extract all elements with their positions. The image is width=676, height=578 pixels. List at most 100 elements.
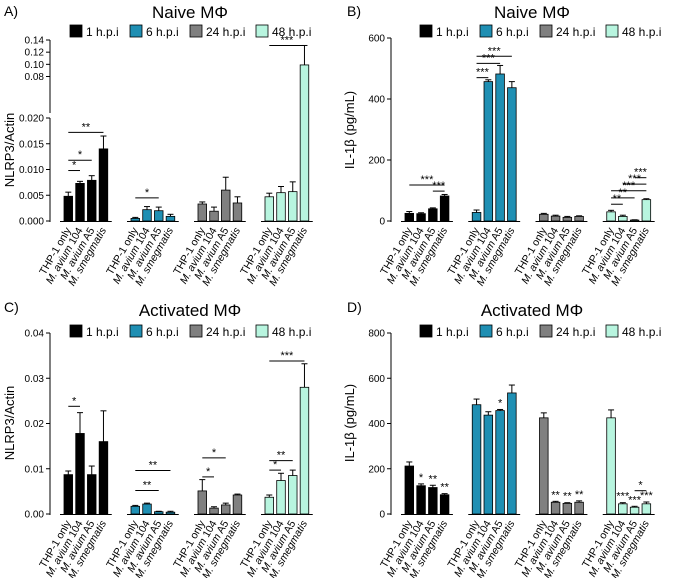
- y-tick-label: 0.00: [25, 510, 45, 521]
- panel-label: A): [4, 3, 18, 19]
- bar: [574, 501, 584, 515]
- significance-label: *: [206, 466, 211, 478]
- bar: [63, 195, 73, 222]
- significance-label: ***: [634, 167, 648, 179]
- bar-significance-label: *: [419, 472, 424, 484]
- bar: [562, 502, 573, 515]
- significance-label: **: [149, 460, 158, 472]
- chart-title: Naive MΦ: [152, 3, 228, 22]
- bar: [428, 487, 438, 515]
- bar-significance-label: **: [429, 473, 438, 485]
- significance-label: ***: [421, 174, 435, 186]
- bar: [404, 212, 415, 222]
- panel-label: C): [4, 299, 19, 315]
- y-tick-label: 400: [368, 95, 385, 106]
- significance-label: *: [78, 149, 83, 161]
- bar: [416, 213, 426, 222]
- y-tick-label: 0.01: [25, 464, 45, 475]
- bar: [574, 216, 584, 222]
- y-tick-label: 0: [379, 217, 385, 228]
- bar: [562, 216, 573, 222]
- bar: [483, 81, 494, 222]
- bar: [142, 503, 152, 515]
- y-tick-label: 600: [368, 374, 385, 385]
- legend-swatch: [69, 24, 83, 38]
- bar: [87, 179, 97, 222]
- significance-label: ***: [482, 52, 496, 64]
- legend-swatch: [189, 324, 203, 338]
- significance-label: *: [212, 447, 217, 459]
- y-tick-label: 0.010: [19, 165, 44, 176]
- bar: [197, 490, 207, 515]
- bar: [618, 216, 628, 222]
- bar: [63, 474, 73, 515]
- bar: [439, 494, 450, 515]
- bar: [142, 209, 152, 222]
- legend-entry: 6 h.p.i: [146, 325, 179, 339]
- y-axis-label: NLRP3/Actin: [2, 386, 17, 460]
- significance-label: *: [72, 160, 77, 172]
- y-axis-label: NLRP3/Actin: [2, 113, 17, 187]
- y-tick-label: 0.04: [25, 329, 45, 340]
- legend-swatch: [539, 24, 553, 38]
- bar: [439, 195, 450, 222]
- chart-panel-3: Activated MΦ C) NLRP3/Actin 1 h.p.i 6 h.p.i 2…: [2, 299, 313, 578]
- legend-swatch: [605, 324, 619, 338]
- chart-panel-4: Activated MΦ D) IL-1β (pg/mL) 1 h.p.i 6 h.p.…: [342, 299, 661, 578]
- significance-label: *: [273, 459, 278, 471]
- y-tick-label: 200: [368, 156, 385, 167]
- legend-entry: 48 h.p.i: [272, 325, 311, 339]
- legend-entry: 6 h.p.i: [496, 25, 529, 39]
- significance-label: ***: [432, 180, 446, 192]
- bar-significance-label: ***: [628, 494, 642, 506]
- y-tick-label: 800: [368, 329, 385, 340]
- bar: [550, 215, 561, 222]
- bar: [416, 485, 426, 515]
- legend-swatch: [479, 324, 493, 338]
- bar: [495, 73, 505, 222]
- bar: [483, 414, 494, 515]
- bar: [197, 203, 207, 222]
- bar: [618, 503, 628, 515]
- legend-swatch: [129, 24, 143, 38]
- y-tick-label: 0.10: [25, 60, 45, 71]
- bar-significance-label: ***: [640, 490, 654, 502]
- bar: [221, 189, 231, 222]
- legend-entry: 48 h.p.i: [622, 325, 661, 339]
- legend-entry: 24 h.p.i: [206, 325, 245, 339]
- bar: [264, 196, 274, 222]
- legend-swatch: [419, 324, 433, 338]
- bar: [154, 511, 164, 515]
- y-tick-label: 0.14: [25, 36, 45, 47]
- y-tick-label: 0: [379, 510, 385, 521]
- chart-title: Naive MΦ: [494, 3, 570, 22]
- bar: [232, 202, 243, 222]
- legend-swatch: [69, 324, 83, 338]
- legend-entry: 24 h.p.i: [556, 325, 595, 339]
- legend-entry: 1 h.p.i: [436, 325, 469, 339]
- legend-swatch: [129, 324, 143, 338]
- bar: [299, 64, 310, 222]
- significance-label: ***: [628, 173, 642, 185]
- bar: [404, 465, 415, 515]
- legend-entry: 1 h.p.i: [86, 25, 119, 39]
- significance-label: *: [145, 187, 150, 199]
- chart-panel-1: Naive MΦ A) NLRP3/Actin 1 h.p.i 6 h.p.i 24 h.…: [2, 3, 313, 288]
- significance-label: **: [277, 450, 286, 462]
- y-tick-label: 0.08: [25, 72, 45, 83]
- significance-label: *: [638, 480, 643, 492]
- bar: [276, 480, 286, 515]
- y-tick-label: 0.005: [19, 191, 44, 202]
- legend-swatch: [419, 24, 433, 38]
- bar: [495, 410, 505, 515]
- bar: [299, 386, 310, 515]
- legend-entry: 1 h.p.i: [86, 325, 119, 339]
- chart-title: Activated MΦ: [481, 301, 583, 320]
- y-tick-label: 0.02: [25, 419, 45, 430]
- bar: [98, 441, 109, 515]
- legend-swatch: [255, 324, 269, 338]
- bar: [276, 192, 286, 222]
- bar: [288, 191, 298, 222]
- bar: [539, 213, 549, 222]
- bar: [471, 404, 482, 515]
